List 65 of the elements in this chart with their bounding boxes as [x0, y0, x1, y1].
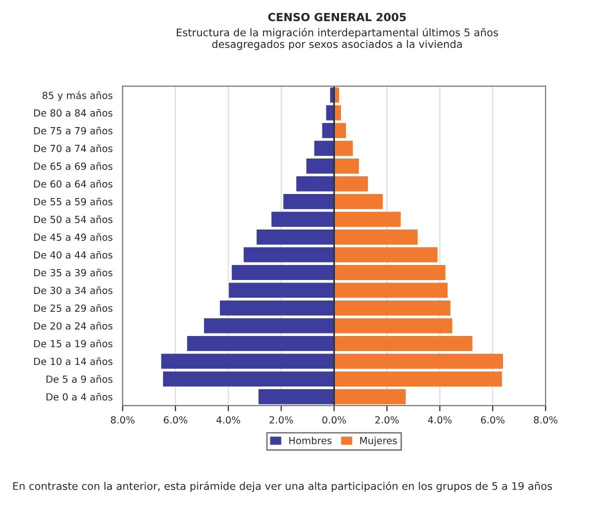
x-tick-label: 4.0% — [428, 416, 452, 424]
y-tick-label: De 65 a 69 años — [34, 162, 112, 170]
bar — [334, 264, 446, 280]
bar — [334, 247, 438, 262]
bar — [204, 318, 334, 334]
bar — [334, 300, 450, 316]
bar — [334, 140, 353, 156]
bar — [163, 371, 334, 387]
y-tick-label: De 70 a 74 años — [34, 144, 112, 152]
y-tick-label: De 10 a 14 años — [34, 357, 112, 366]
x-tick-label: 8.0% — [110, 416, 134, 424]
y-tick-label: De 80 a 84 años — [34, 108, 112, 117]
bar — [334, 318, 452, 334]
y-tick-label: De 0 a 4 años — [46, 392, 112, 401]
bar — [271, 212, 334, 227]
bar — [334, 354, 504, 369]
bar — [256, 229, 334, 245]
x-tick-label: 4.0% — [216, 416, 240, 424]
bar — [244, 247, 334, 262]
bar — [306, 158, 334, 174]
bar — [283, 194, 334, 210]
x-tick-label: 8.0% — [534, 416, 558, 424]
y-tick-label: De 75 a 79 años — [34, 126, 112, 134]
y-tick-label: De 60 a 64 años — [34, 180, 112, 188]
y-tick-label: De 25 a 29 años — [34, 304, 112, 312]
bar — [334, 371, 502, 387]
legend-label: Mujeres — [360, 436, 397, 446]
y-tick-label: De 45 a 49 años — [34, 233, 112, 241]
bar — [326, 105, 334, 120]
bar — [334, 229, 418, 245]
y-tick-label: De 40 a 44 años — [34, 250, 112, 259]
x-tick-label: 6.0% — [164, 416, 188, 424]
bar — [258, 389, 334, 404]
y-tick-label: De 50 a 54 años — [34, 215, 112, 224]
x-tick-label: 2.0% — [270, 416, 294, 424]
y-tick-label: De 5 a 9 años — [46, 375, 112, 383]
chart-title: CENSO GENERAL 2005 — [268, 12, 406, 22]
bar — [220, 300, 334, 316]
bar — [334, 158, 359, 174]
y-tick-label: De 20 a 24 años — [34, 322, 112, 330]
text: En contraste con la anterior, esta pirámide deja ver una alta participación en los grupos de 5 a 19 años — [13, 481, 552, 492]
bar — [334, 389, 406, 404]
x-tick-label: 0.0% — [322, 416, 346, 424]
bar — [334, 194, 383, 210]
x-tick-label: 2.0% — [375, 416, 399, 424]
bar — [334, 212, 401, 227]
bar — [322, 123, 334, 138]
y-tick-label: De 55 a 59 años — [34, 198, 112, 206]
y-tick-label: De 15 a 19 años — [34, 340, 112, 348]
bar — [334, 282, 448, 298]
y-tick-label: De 35 a 39 años — [34, 268, 112, 276]
bar — [161, 354, 334, 369]
bar — [334, 336, 472, 352]
chart-subtitle: Estructura de la migración interdepartamental últimos 5 años desagregados por sexos asociados a la vivienda — [176, 28, 498, 50]
bar — [187, 336, 334, 352]
bar — [334, 123, 346, 138]
y-tick-label: 85 y más años — [42, 91, 112, 101]
x-tick-label: 6.0% — [481, 416, 505, 424]
legend-label: Hombres — [289, 436, 332, 444]
y-tick-label: De 30 a 34 años — [34, 286, 112, 294]
bar — [232, 264, 334, 280]
bar — [314, 140, 334, 156]
bar — [228, 282, 334, 298]
bar — [296, 176, 334, 192]
bar — [334, 176, 368, 192]
